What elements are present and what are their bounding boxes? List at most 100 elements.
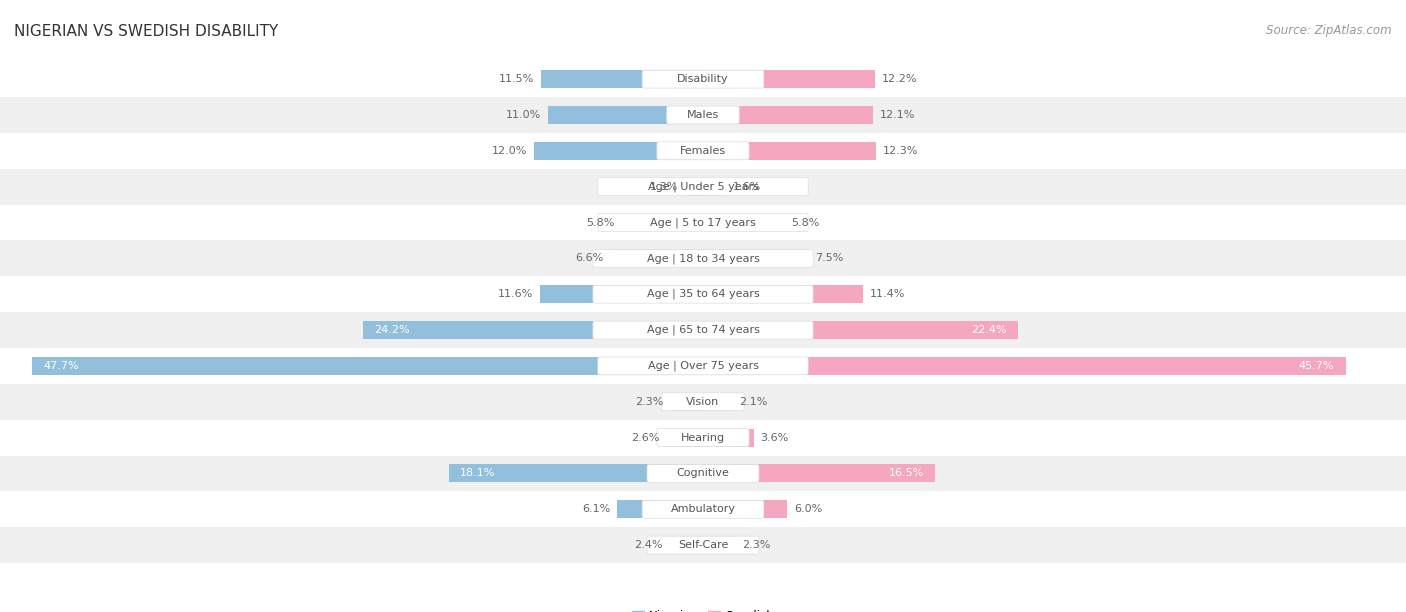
Bar	[540, 285, 703, 303]
Text: 11.4%: 11.4%	[870, 289, 905, 299]
Bar	[449, 465, 703, 482]
Bar	[703, 214, 785, 231]
Text: 2.3%: 2.3%	[742, 540, 770, 550]
Bar	[541, 70, 703, 88]
FancyBboxPatch shape	[593, 321, 813, 339]
Text: NIGERIAN VS SWEDISH DISABILITY: NIGERIAN VS SWEDISH DISABILITY	[14, 24, 278, 40]
FancyBboxPatch shape	[598, 357, 808, 375]
Bar	[685, 177, 703, 196]
Text: 12.0%: 12.0%	[492, 146, 527, 156]
Text: 11.0%: 11.0%	[506, 110, 541, 120]
Text: 22.4%: 22.4%	[972, 325, 1007, 335]
Bar	[666, 428, 703, 447]
FancyBboxPatch shape	[657, 142, 749, 160]
Text: 12.2%: 12.2%	[882, 74, 917, 84]
Text: 2.3%: 2.3%	[636, 397, 664, 407]
Bar	[703, 357, 1346, 375]
Bar	[703, 142, 876, 160]
FancyBboxPatch shape	[0, 420, 1406, 455]
FancyBboxPatch shape	[0, 527, 1406, 563]
FancyBboxPatch shape	[662, 393, 744, 411]
Text: 2.6%: 2.6%	[631, 433, 659, 442]
Bar	[703, 536, 735, 554]
Text: 5.8%: 5.8%	[586, 217, 614, 228]
FancyBboxPatch shape	[0, 312, 1406, 348]
Text: Males: Males	[688, 110, 718, 120]
Bar	[669, 536, 703, 554]
Bar	[671, 393, 703, 411]
FancyBboxPatch shape	[0, 169, 1406, 204]
Bar	[703, 250, 808, 267]
Text: Age | 18 to 34 years: Age | 18 to 34 years	[647, 253, 759, 264]
FancyBboxPatch shape	[593, 285, 813, 303]
Text: 3.6%: 3.6%	[761, 433, 789, 442]
Bar	[617, 501, 703, 518]
Text: 47.7%: 47.7%	[44, 361, 79, 371]
Bar	[534, 142, 703, 160]
Bar	[703, 285, 863, 303]
FancyBboxPatch shape	[0, 97, 1406, 133]
FancyBboxPatch shape	[598, 214, 808, 231]
Bar	[703, 106, 873, 124]
Bar	[703, 70, 875, 88]
FancyBboxPatch shape	[0, 348, 1406, 384]
FancyBboxPatch shape	[0, 241, 1406, 276]
FancyBboxPatch shape	[0, 204, 1406, 241]
Bar	[703, 501, 787, 518]
Text: Females: Females	[681, 146, 725, 156]
Text: 2.1%: 2.1%	[740, 397, 768, 407]
FancyBboxPatch shape	[593, 250, 813, 267]
Text: 6.1%: 6.1%	[582, 504, 610, 514]
Legend: Nigerian, Swedish: Nigerian, Swedish	[627, 605, 779, 612]
Text: Vision: Vision	[686, 397, 720, 407]
Text: 11.5%: 11.5%	[499, 74, 534, 84]
Text: 45.7%: 45.7%	[1299, 361, 1334, 371]
Text: Age | 5 to 17 years: Age | 5 to 17 years	[650, 217, 756, 228]
Text: Cognitive: Cognitive	[676, 468, 730, 479]
Text: Age | Under 5 years: Age | Under 5 years	[648, 181, 758, 192]
FancyBboxPatch shape	[647, 536, 759, 554]
Text: 6.6%: 6.6%	[575, 253, 603, 263]
Text: Source: ZipAtlas.com: Source: ZipAtlas.com	[1267, 24, 1392, 37]
FancyBboxPatch shape	[0, 61, 1406, 97]
Text: Hearing: Hearing	[681, 433, 725, 442]
FancyBboxPatch shape	[666, 106, 740, 124]
FancyBboxPatch shape	[657, 428, 749, 447]
Text: 18.1%: 18.1%	[460, 468, 495, 479]
FancyBboxPatch shape	[643, 70, 763, 88]
Text: 12.1%: 12.1%	[880, 110, 915, 120]
Bar	[703, 393, 733, 411]
Bar	[548, 106, 703, 124]
Text: 12.3%: 12.3%	[883, 146, 918, 156]
Bar	[703, 465, 935, 482]
Text: Age | 65 to 74 years: Age | 65 to 74 years	[647, 325, 759, 335]
Text: 2.4%: 2.4%	[634, 540, 662, 550]
Text: Age | Over 75 years: Age | Over 75 years	[648, 360, 758, 371]
FancyBboxPatch shape	[643, 501, 763, 518]
FancyBboxPatch shape	[0, 455, 1406, 491]
Text: 5.8%: 5.8%	[792, 217, 820, 228]
Text: 7.5%: 7.5%	[815, 253, 844, 263]
Text: 16.5%: 16.5%	[889, 468, 924, 479]
Text: Disability: Disability	[678, 74, 728, 84]
FancyBboxPatch shape	[647, 465, 759, 482]
Text: 24.2%: 24.2%	[374, 325, 409, 335]
FancyBboxPatch shape	[0, 491, 1406, 527]
Bar	[621, 214, 703, 231]
Bar	[610, 250, 703, 267]
Bar	[363, 321, 703, 339]
Bar	[703, 321, 1018, 339]
Bar	[703, 177, 725, 196]
FancyBboxPatch shape	[0, 276, 1406, 312]
Bar	[703, 428, 754, 447]
Text: Age | 35 to 64 years: Age | 35 to 64 years	[647, 289, 759, 299]
FancyBboxPatch shape	[0, 384, 1406, 420]
FancyBboxPatch shape	[598, 177, 808, 196]
Text: 11.6%: 11.6%	[498, 289, 533, 299]
FancyBboxPatch shape	[0, 133, 1406, 169]
Bar	[32, 357, 703, 375]
Text: 1.6%: 1.6%	[733, 182, 761, 192]
Text: 1.3%: 1.3%	[650, 182, 678, 192]
Text: Ambulatory: Ambulatory	[671, 504, 735, 514]
Text: 6.0%: 6.0%	[794, 504, 823, 514]
